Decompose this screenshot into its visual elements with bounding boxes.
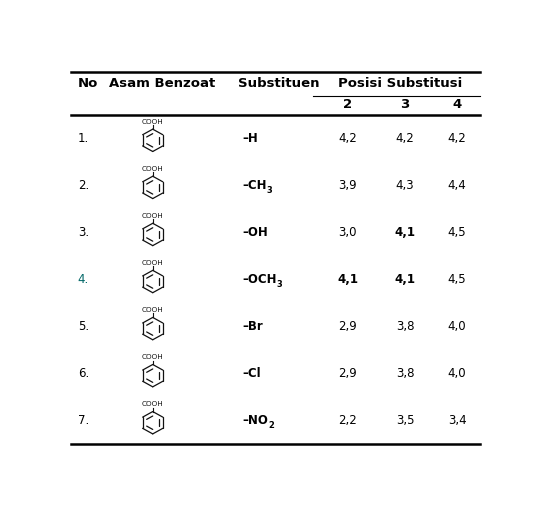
Text: 2,9: 2,9	[338, 367, 357, 380]
Text: Substituen: Substituen	[238, 77, 320, 90]
Text: –H: –H	[242, 132, 258, 145]
Text: 3: 3	[277, 280, 282, 289]
Text: –Cl: –Cl	[242, 367, 261, 380]
Text: 4.: 4.	[77, 273, 89, 286]
Text: 4,4: 4,4	[448, 179, 466, 192]
Text: 4,0: 4,0	[448, 320, 466, 333]
Text: 4,1: 4,1	[337, 273, 358, 286]
Text: Asam Benzoat: Asam Benzoat	[109, 77, 215, 90]
Text: 2.: 2.	[77, 179, 89, 192]
Text: 4,2: 4,2	[395, 132, 414, 145]
Text: 6.: 6.	[77, 367, 89, 380]
Text: 7.: 7.	[77, 414, 89, 427]
Text: COOH: COOH	[142, 119, 164, 125]
Text: 3,5: 3,5	[396, 414, 414, 427]
Text: 3,4: 3,4	[448, 414, 466, 427]
Text: 4,1: 4,1	[394, 273, 415, 286]
Text: 4,3: 4,3	[395, 179, 414, 192]
Text: 2: 2	[343, 98, 352, 111]
Text: COOH: COOH	[142, 213, 164, 219]
Text: –OCH: –OCH	[242, 273, 277, 286]
Text: –NO: –NO	[242, 414, 268, 427]
Text: 2,2: 2,2	[338, 414, 357, 427]
Text: 1.: 1.	[77, 132, 89, 145]
Text: COOH: COOH	[142, 401, 164, 407]
Text: –Br: –Br	[242, 320, 263, 333]
Text: –CH: –CH	[242, 179, 267, 192]
Text: 4,1: 4,1	[394, 226, 415, 239]
Text: 2: 2	[268, 422, 274, 430]
Text: 3,0: 3,0	[338, 226, 357, 239]
Text: 4,2: 4,2	[338, 132, 357, 145]
Text: 3: 3	[267, 186, 273, 195]
Text: 4,2: 4,2	[448, 132, 466, 145]
Text: 3.: 3.	[77, 226, 89, 239]
Text: 4,0: 4,0	[448, 367, 466, 380]
Text: –OH: –OH	[242, 226, 268, 239]
Text: 3,8: 3,8	[396, 320, 414, 333]
Text: 4,5: 4,5	[448, 273, 466, 286]
Text: 4: 4	[452, 98, 462, 111]
Text: No: No	[77, 77, 98, 90]
Text: 3: 3	[400, 98, 409, 111]
Text: 3,9: 3,9	[338, 179, 357, 192]
Text: COOH: COOH	[142, 307, 164, 313]
Text: COOH: COOH	[142, 354, 164, 360]
Text: 4,5: 4,5	[448, 226, 466, 239]
Text: 5.: 5.	[77, 320, 89, 333]
Text: COOH: COOH	[142, 260, 164, 266]
Text: COOH: COOH	[142, 166, 164, 172]
Text: 2,9: 2,9	[338, 320, 357, 333]
Text: 3,8: 3,8	[396, 367, 414, 380]
Text: Posisi Substitusi: Posisi Substitusi	[338, 77, 462, 90]
